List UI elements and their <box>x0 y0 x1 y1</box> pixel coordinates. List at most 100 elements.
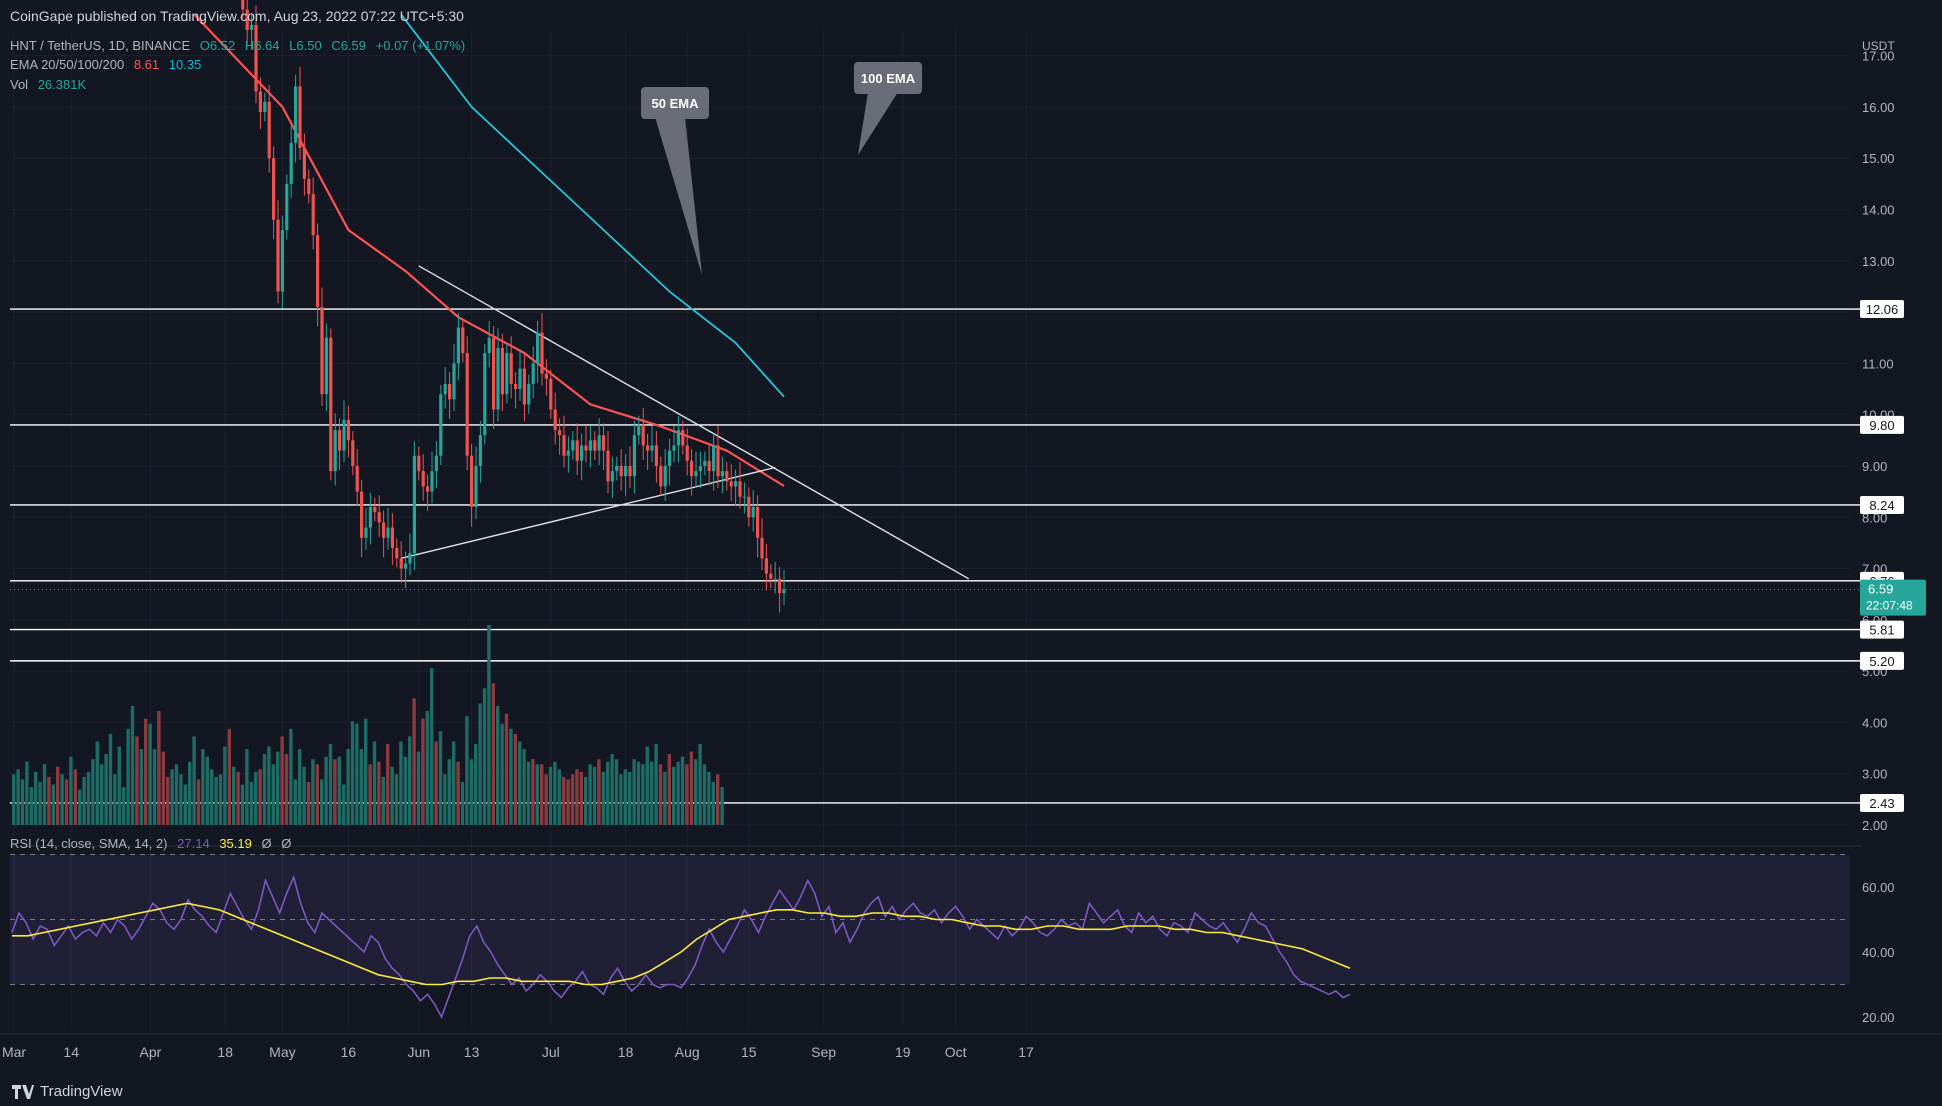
candle <box>531 346 535 399</box>
price-tick-label: 2.00 <box>1862 818 1887 833</box>
ohlc-close: C6.59 <box>331 38 367 53</box>
vol-label[interactable]: Vol <box>10 77 29 92</box>
candle-body <box>307 178 311 195</box>
candle-body <box>593 440 597 451</box>
candle-body <box>338 430 342 451</box>
volume-bar <box>192 736 196 825</box>
candle <box>254 5 258 104</box>
ohlc-open: O6.52 <box>199 38 236 53</box>
volume-bar <box>500 723 504 825</box>
candle-body <box>668 450 672 466</box>
candle <box>470 443 474 527</box>
candle-body <box>672 445 676 451</box>
price-tick-label: 17.00 <box>1862 49 1895 64</box>
candle <box>250 13 254 50</box>
candle <box>509 336 513 399</box>
volume-bar <box>566 779 570 825</box>
volume-bar <box>218 774 223 825</box>
candle-body <box>316 235 320 307</box>
candle-body <box>505 353 509 395</box>
candle <box>263 92 267 122</box>
volume-bar <box>443 774 447 825</box>
time-tick-label: 14 <box>63 1044 79 1060</box>
level-label-text: 9.80 <box>1869 418 1894 433</box>
volume-bar <box>592 766 597 825</box>
volume-bar <box>100 764 104 825</box>
candle-body <box>597 435 601 451</box>
candle-body <box>399 558 403 569</box>
volume-bar <box>324 756 328 825</box>
candle <box>558 418 562 455</box>
ema50-value: 8.61 <box>133 57 160 72</box>
volume-bar <box>606 761 610 825</box>
candle <box>241 0 245 19</box>
candle-body <box>751 507 755 518</box>
candle-body <box>421 471 425 487</box>
rsi-tick-label: 60.00 <box>1862 880 1895 895</box>
footer-brand[interactable]: TradingView <box>12 1083 123 1100</box>
candle-body <box>632 435 636 477</box>
candle-body <box>417 455 421 472</box>
candle <box>320 287 324 406</box>
candle <box>522 354 526 422</box>
candle <box>492 325 496 430</box>
volume-bar <box>56 766 60 825</box>
volume-bar <box>557 769 561 825</box>
countdown-text: 22:07:48 <box>1866 599 1913 613</box>
candle-body <box>412 455 416 554</box>
volume-bar <box>69 756 73 825</box>
volume-bar <box>540 764 544 825</box>
time-tick-label: 19 <box>895 1044 911 1060</box>
volume-bar <box>188 761 192 825</box>
volume-bar <box>588 764 592 825</box>
symbol-label[interactable]: HNT / TetherUS, 1D, BINANCE <box>10 38 191 53</box>
volume-bar <box>201 749 205 825</box>
candles <box>241 0 786 613</box>
candle-body <box>540 332 544 374</box>
time-tick-label: 15 <box>741 1044 757 1060</box>
candle <box>536 320 540 383</box>
volume-bar <box>320 779 324 825</box>
volume-bar <box>658 764 663 825</box>
volume-bar <box>368 764 372 825</box>
volume-bar <box>672 766 676 825</box>
volume-bar <box>482 688 487 825</box>
price-tick-label: 13.00 <box>1862 254 1895 269</box>
candle-body <box>346 419 350 441</box>
ema50-line <box>193 13 785 487</box>
candle-body <box>707 460 711 472</box>
candle <box>487 320 491 368</box>
volume-bar <box>262 754 267 825</box>
volume-bar <box>196 779 201 825</box>
volume-bar <box>223 746 227 825</box>
candle-body <box>426 486 430 492</box>
candle-body <box>654 445 658 466</box>
candle <box>615 456 619 481</box>
volume-bar <box>51 784 55 825</box>
candle <box>778 567 782 613</box>
volume-bar <box>408 736 412 825</box>
trendline <box>418 265 970 580</box>
candle <box>298 66 302 160</box>
footer-brand-text: TradingView <box>40 1083 123 1100</box>
volume-bar <box>276 751 280 825</box>
ema-label[interactable]: EMA 20/50/100/200 <box>10 57 125 72</box>
volume-bar <box>302 766 306 825</box>
volume-bar <box>562 776 566 825</box>
volume-bar <box>179 774 183 825</box>
volume-bar <box>42 764 47 825</box>
candle <box>734 469 738 506</box>
candle-body <box>650 445 654 451</box>
rsi-extra-1: Ø <box>261 836 272 851</box>
last-price-tag: 6.59 22:07:48 <box>1860 579 1926 616</box>
price-tick-label: 4.00 <box>1862 715 1887 730</box>
candle <box>390 513 394 565</box>
candle-body <box>690 460 694 477</box>
rsi-label[interactable]: RSI (14, close, SMA, 14, 2) <box>10 836 168 851</box>
volume-bar <box>720 787 724 825</box>
candle <box>404 551 408 589</box>
volume-bar <box>174 764 179 825</box>
candle-body <box>452 363 456 400</box>
candle <box>698 451 702 489</box>
